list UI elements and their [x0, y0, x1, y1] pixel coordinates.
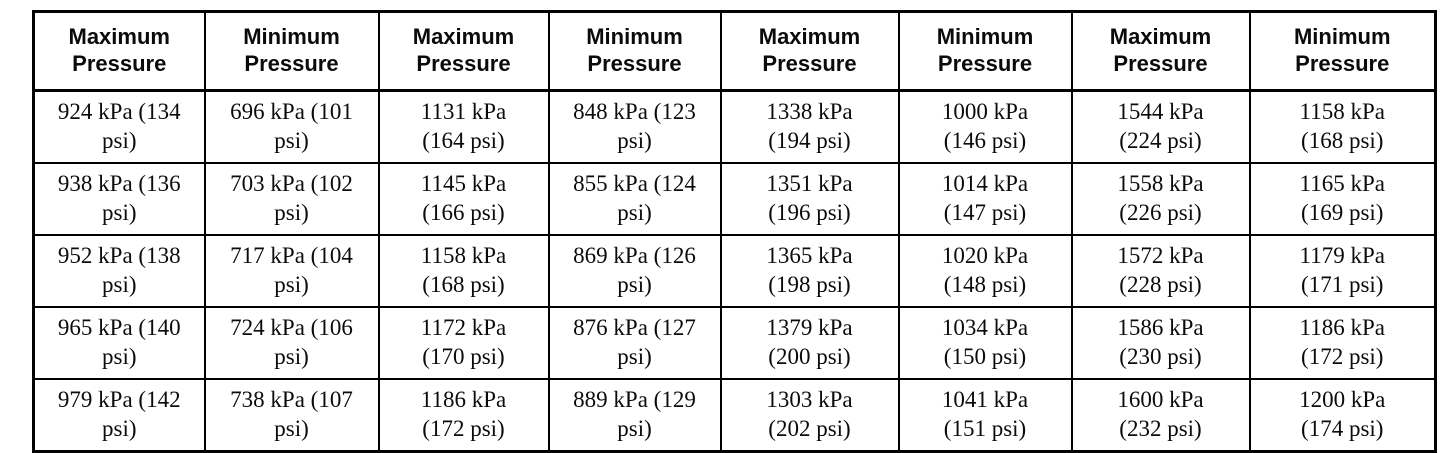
- table-cell: 1158 kPa (168 psi): [1248, 89, 1437, 164]
- table-cell: 696 kPa (101 psi): [203, 89, 380, 164]
- table-cell: 1014 kPa (147 psi): [897, 162, 1073, 236]
- table-cell: 1034 kPa (150 psi): [897, 306, 1073, 380]
- column-header: Minimum Pressure: [547, 10, 722, 92]
- table-cell: 1041 kPa (151 psi): [897, 378, 1073, 453]
- table-row: 979 kPa (142 psi) 738 kPa (107 psi) 1186 k…: [32, 378, 1437, 453]
- column-header: Maximum Pressure: [32, 10, 206, 92]
- table-cell: 724 kPa (106 psi): [203, 306, 380, 380]
- table-cell: 1145 kPa (166 psi): [377, 162, 550, 236]
- table-cell: 703 kPa (102 psi): [203, 162, 380, 236]
- table-row: 924 kPa (134 psi) 696 kPa (101 psi) 1131 k…: [32, 89, 1437, 164]
- table-cell: 1165 kPa (169 psi): [1248, 162, 1437, 236]
- column-header: Minimum Pressure: [203, 10, 380, 92]
- table-cell: 938 kPa (136 psi): [32, 162, 206, 236]
- table-cell: 1172 kPa (170 psi): [377, 306, 550, 380]
- table-cell: 1186 kPa (172 psi): [1248, 306, 1437, 380]
- table-cell: 869 kPa (126 psi): [547, 234, 722, 308]
- table-cell: 848 kPa (123 psi): [547, 89, 722, 164]
- table-cell: 738 kPa (107 psi): [203, 378, 380, 453]
- table-cell: 889 kPa (129 psi): [547, 378, 722, 453]
- table-cell: 1020 kPa (148 psi): [897, 234, 1073, 308]
- table-cell: 1186 kPa (172 psi): [377, 378, 550, 453]
- table-cell: 1379 kPa (200 psi): [719, 306, 900, 380]
- table-cell: 979 kPa (142 psi): [32, 378, 206, 453]
- column-header: Minimum Pressure: [897, 10, 1073, 92]
- table-cell: 1365 kPa (198 psi): [719, 234, 900, 308]
- table-row: 952 kPa (138 psi) 717 kPa (104 psi) 1158 k…: [32, 234, 1437, 308]
- table-cell: 1544 kPa (224 psi): [1070, 89, 1251, 164]
- table-cell: 924 kPa (134 psi): [32, 89, 206, 164]
- table-cell: 855 kPa (124 psi): [547, 162, 722, 236]
- table-cell: 952 kPa (138 psi): [32, 234, 206, 308]
- pressure-table: Maximum Pressure Minimum Pressure Maximum …: [32, 10, 1437, 453]
- table-cell: 1558 kPa (226 psi): [1070, 162, 1251, 236]
- table-cell: 1351 kPa (196 psi): [719, 162, 900, 236]
- table-row: 938 kPa (136 psi) 703 kPa (102 psi) 1145 k…: [32, 162, 1437, 236]
- table-cell: 1338 kPa (194 psi): [719, 89, 900, 164]
- header-row: Maximum Pressure Minimum Pressure Maximum …: [32, 10, 1437, 92]
- table-cell: 1572 kPa (228 psi): [1070, 234, 1251, 308]
- table-cell: 1000 kPa (146 psi): [897, 89, 1073, 164]
- column-header: Maximum Pressure: [1070, 10, 1251, 92]
- table-cell: 717 kPa (104 psi): [203, 234, 380, 308]
- table-cell: 1179 kPa (171 psi): [1248, 234, 1437, 308]
- table-cell: 876 kPa (127 psi): [547, 306, 722, 380]
- table-cell: 1131 kPa (164 psi): [377, 89, 550, 164]
- table-row: 965 kPa (140 psi) 724 kPa (106 psi) 1172 k…: [32, 306, 1437, 380]
- table-cell: 1200 kPa (174 psi): [1248, 378, 1437, 453]
- table-cell: 965 kPa (140 psi): [32, 306, 206, 380]
- column-header: Maximum Pressure: [377, 10, 550, 92]
- column-header: Maximum Pressure: [719, 10, 900, 92]
- table-cell: 1303 kPa (202 psi): [719, 378, 900, 453]
- table-cell: 1600 kPa (232 psi): [1070, 378, 1251, 453]
- table-cell: 1586 kPa (230 psi): [1070, 306, 1251, 380]
- column-header: Minimum Pressure: [1248, 10, 1437, 92]
- table-cell: 1158 kPa (168 psi): [377, 234, 550, 308]
